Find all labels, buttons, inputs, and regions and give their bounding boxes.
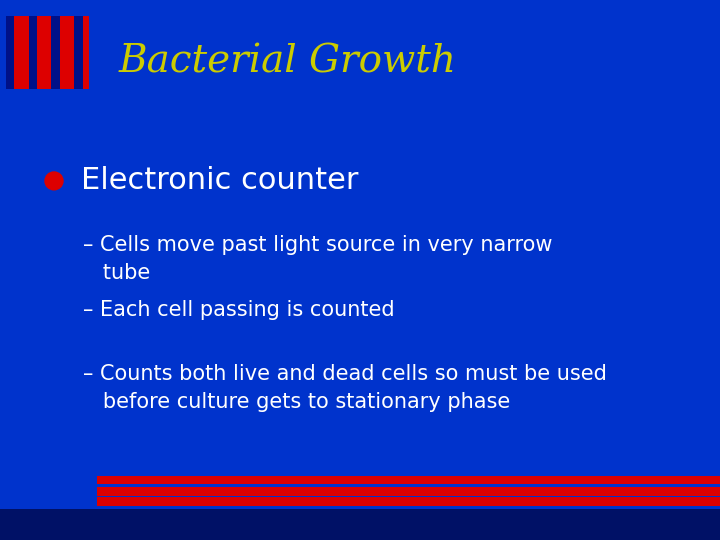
Text: – Counts both live and dead cells so must be used
   before culture gets to stat: – Counts both live and dead cells so mus… — [83, 364, 607, 413]
Text: Electronic counter: Electronic counter — [81, 166, 359, 195]
Bar — [74, 16, 83, 89]
Text: – Each cell passing is counted: – Each cell passing is counted — [83, 300, 395, 320]
Bar — [0, 509, 720, 540]
Text: Bacterial Growth: Bacterial Growth — [119, 44, 456, 80]
Bar — [29, 16, 37, 89]
Bar — [6, 16, 89, 89]
Text: – Cells move past light source in very narrow
   tube: – Cells move past light source in very n… — [83, 235, 552, 283]
Bar — [6, 16, 14, 89]
Bar — [51, 16, 60, 89]
Bar — [97, 476, 720, 484]
Ellipse shape — [45, 172, 63, 190]
Bar — [97, 487, 720, 496]
Bar — [97, 497, 720, 506]
